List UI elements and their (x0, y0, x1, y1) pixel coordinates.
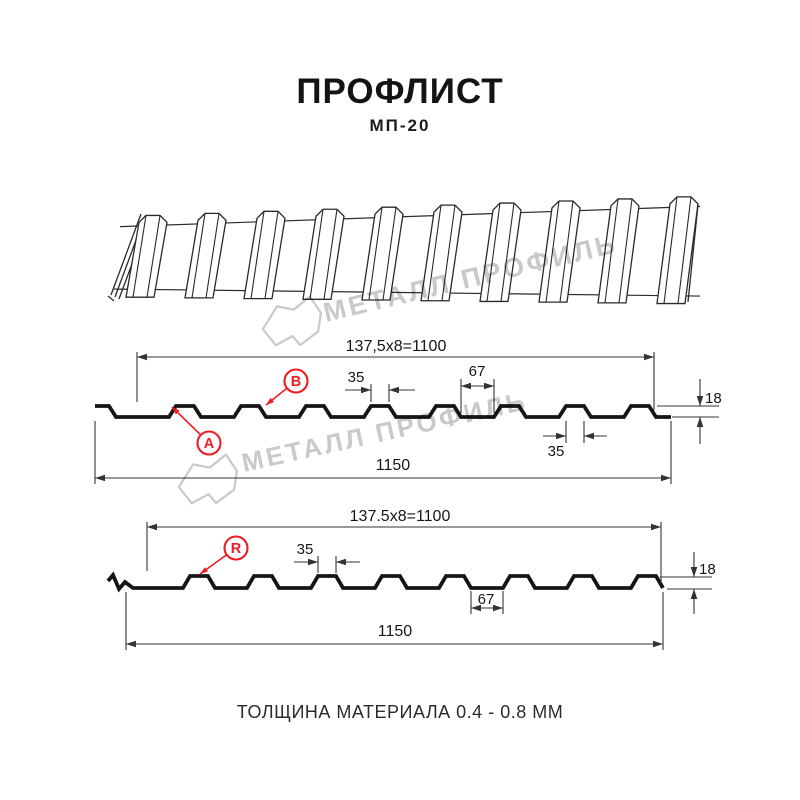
svg-text:67: 67 (469, 363, 486, 380)
svg-text:1150: 1150 (378, 623, 413, 640)
svg-text:35: 35 (297, 541, 314, 558)
svg-text:R: R (231, 541, 242, 557)
svg-text:1150: 1150 (376, 457, 411, 474)
svg-text:137.5x8=1100: 137.5x8=1100 (350, 508, 451, 525)
point-label-A: A (171, 406, 222, 456)
profile-drawing-top: 137,5x8=1100 35 67 18 35 1150 B A (94, 338, 722, 484)
profile-3d-view (107, 196, 701, 305)
svg-text:B: B (291, 374, 301, 390)
point-label-B: B (265, 368, 309, 406)
svg-text:137,5x8=1100: 137,5x8=1100 (346, 338, 447, 355)
svg-text:67: 67 (478, 591, 495, 608)
profile-drawing-bottom: 137.5x8=1100 35 67 18 1150 R (106, 508, 716, 650)
metall-profil-logo-icon (261, 294, 323, 347)
metall-profil-logo-icon (177, 452, 239, 505)
material-thickness-caption: ТОЛЩИНА МАТЕРИАЛА 0.4 - 0.8 ММ (236, 702, 564, 722)
point-label-R: R (199, 535, 249, 575)
page-title: ПРОФЛИСТ (296, 72, 504, 111)
watermark-lower: МЕТАЛЛ ПРОФИЛЬ (177, 385, 530, 505)
product-code: МП-20 (369, 116, 431, 135)
svg-text:A: A (204, 436, 215, 452)
svg-text:35: 35 (548, 443, 565, 460)
svg-text:35: 35 (348, 369, 365, 386)
svg-text:18: 18 (699, 561, 716, 578)
svg-text:18: 18 (705, 390, 722, 407)
